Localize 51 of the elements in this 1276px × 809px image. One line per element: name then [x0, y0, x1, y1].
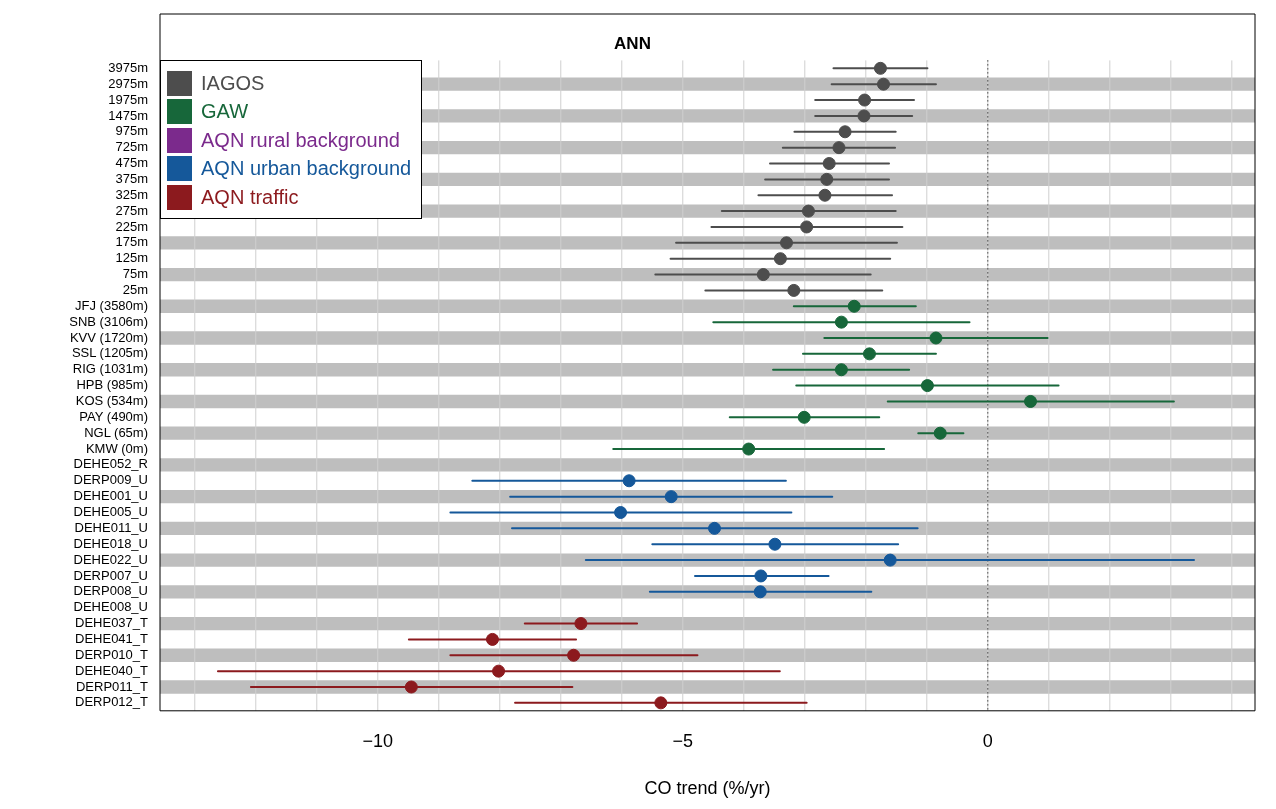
legend-label: AQN rural background [201, 128, 400, 152]
y-tick-label: DEHE005_U [73, 504, 148, 520]
x-tick-label: 0 [982, 730, 993, 751]
y-tick-label: DEHE008_U [73, 599, 148, 615]
y-tick-label: 975m [115, 123, 148, 139]
y-tick-label: DERP008_U [73, 583, 148, 599]
legend-label: AQN traffic [201, 185, 299, 209]
y-tick-label: DERP012_T [75, 694, 149, 710]
y-tick-label: DEHE022_U [73, 551, 148, 567]
y-tick-label: PAY (490m) [79, 408, 148, 424]
y-tick-label: DEHE037_T [75, 615, 149, 631]
y-tick-label: NGL (65m) [84, 424, 148, 440]
y-tick-label: KOS (534m) [75, 393, 148, 409]
y-tick-label: KMW (0m) [85, 440, 148, 456]
y-tick-label: 325m [115, 186, 148, 202]
y-tick-label: 2975m [108, 75, 148, 91]
y-tick-label: SSL (1205m) [71, 345, 148, 361]
y-tick-label: 25m [122, 282, 148, 297]
y-tick-label: 475m [115, 155, 148, 171]
y-tick-label: 375m [115, 170, 148, 186]
chart-title: ANN [614, 33, 651, 53]
y-tick-label: DEHE001_U [73, 488, 148, 504]
y-tick-label: DERP009_U [73, 472, 148, 488]
x-tick-label: −5 [672, 730, 694, 751]
y-tick-label: 175m [115, 234, 148, 250]
y-tick-label: DEHE011_U [74, 519, 148, 535]
y-tick-label: 125m [115, 250, 148, 266]
legend-label: GAW [201, 100, 249, 124]
y-tick-label: JFJ (3580m) [75, 297, 148, 313]
y-tick-label: KVV (1720m) [69, 329, 148, 345]
legend-label: AQN urban background [201, 157, 412, 181]
y-tick-label: DEHE052_R [73, 456, 148, 472]
y-tick-label: 3975m [108, 59, 148, 75]
y-tick-label: SNB (3106m) [69, 313, 148, 329]
y-tick-label: DEHE040_T [75, 662, 149, 678]
x-axis-title: CO trend (%/yr) [644, 778, 771, 799]
y-tick-label: DERP010_T [75, 646, 149, 662]
y-tick-label: 75m [122, 266, 148, 282]
y-tick-label: DERP007_U [73, 567, 148, 583]
y-tick-label: HPB (985m) [76, 377, 148, 393]
y-tick-label: 275m [115, 202, 148, 218]
x-tick-label: −10 [362, 730, 394, 751]
y-tick-label: 725m [115, 139, 148, 155]
y-tick-label: 225m [115, 218, 148, 234]
y-tick-label: DEHE041_T [75, 630, 149, 646]
y-tick-label: DERP011_T [75, 678, 149, 694]
y-tick-label: 1975m [108, 91, 148, 107]
y-tick-label: 1475m [108, 107, 148, 123]
y-tick-label: RIG (1031m) [72, 361, 148, 377]
y-tick-label: DEHE018_U [73, 535, 148, 551]
legend-label: IAGOS [201, 71, 265, 95]
